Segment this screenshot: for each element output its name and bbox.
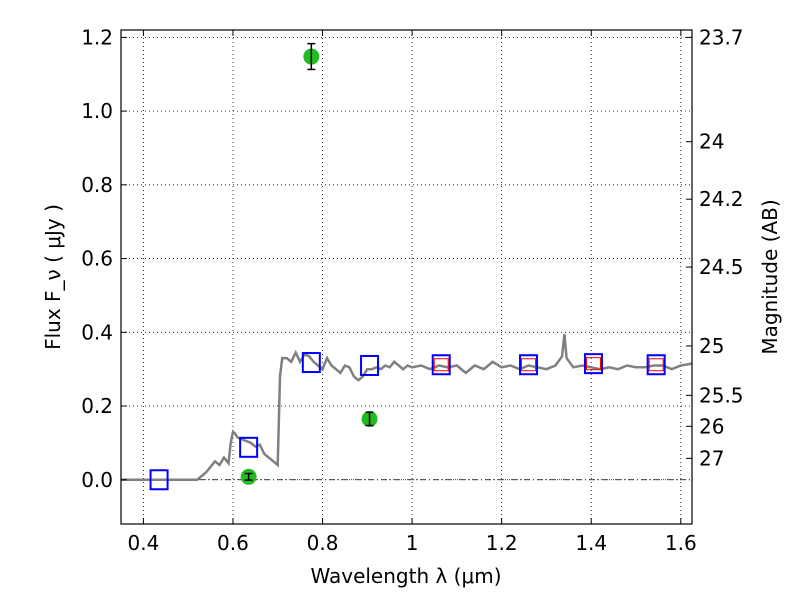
red-square-marker — [521, 358, 537, 372]
y-tick-label: 0.2 — [81, 394, 113, 418]
y-tick-label: 0.8 — [81, 173, 113, 197]
blue-square-marker — [519, 354, 539, 376]
right-tick-label: 24 — [699, 130, 724, 154]
y-axis-label-text: Flux F_ν ( μJy ) — [41, 204, 65, 350]
red-square-marker — [585, 357, 601, 371]
blue-square-marker — [646, 354, 666, 376]
y-tick-label: 1.2 — [81, 25, 113, 49]
plot-frame — [120, 29, 693, 525]
x-tick-label: 1.6 — [665, 531, 697, 555]
red-square-marker — [433, 358, 449, 372]
right-axis-label: Magnitude (AB) — [758, 199, 782, 354]
x-tick-label: 0.6 — [217, 531, 249, 555]
y-tick-label: 0.4 — [81, 320, 113, 344]
x-tick-label: 1.4 — [575, 531, 607, 555]
x-tick-label: 0.8 — [307, 531, 339, 555]
x-axis-label-text: Wavelength λ (μm) — [310, 564, 501, 588]
y-axis: 0.0 0.2 0.4 0.6 0.8 1.0 1.2 — [81, 25, 127, 492]
right-axis-label-text: Magnitude (AB) — [758, 199, 782, 354]
y-tick-label: 0.6 — [81, 247, 113, 271]
x-tick-label: 0.4 — [127, 531, 159, 555]
red-square-marker — [648, 358, 664, 372]
right-tick-label: 25 — [699, 334, 724, 358]
blue-square-marker — [431, 354, 451, 376]
blue-square-marker — [583, 353, 603, 375]
blue-square-marker — [360, 354, 380, 376]
y-tick-label: 1.0 — [81, 99, 113, 123]
x-axis-label: Wavelength λ (μm) — [310, 564, 501, 588]
blue-square-marker — [149, 469, 169, 491]
model-spectrum-line — [121, 333, 692, 482]
y-tick-label: 0.0 — [81, 468, 113, 492]
right-tick-label: 23.7 — [699, 25, 744, 49]
blue-square-marker — [301, 352, 321, 374]
right-magnitude-axis: 23.7 24 24.2 24.5 25 25.5 26 27 — [686, 25, 744, 470]
right-tick-label: 24.2 — [699, 187, 744, 211]
right-tick-label: 24.5 — [699, 255, 744, 279]
x-tick-label: 1 — [406, 531, 419, 555]
right-tick-label: 25.5 — [699, 383, 744, 407]
grid — [121, 30, 692, 524]
x-tick-label: 1.2 — [486, 531, 518, 555]
y-axis-label: Flux F_ν ( μJy ) — [41, 204, 65, 350]
plot-area — [121, 42, 692, 491]
x-axis: 0.4 0.6 0.8 1 1.2 1.4 1.6 — [127, 30, 697, 555]
markers — [149, 42, 666, 491]
blue-square-marker — [239, 436, 259, 458]
right-tick-label: 26 — [699, 414, 724, 438]
right-tick-label: 27 — [699, 446, 724, 470]
